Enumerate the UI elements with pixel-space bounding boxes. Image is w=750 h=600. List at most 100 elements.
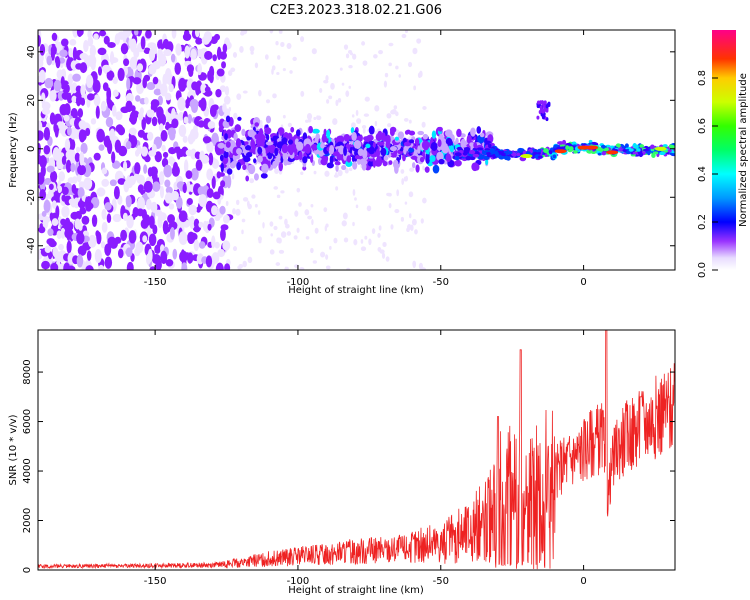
heatmap-cell — [106, 70, 115, 81]
heatmap-cell — [85, 74, 94, 89]
spectrogram-heatmap — [38, 30, 675, 270]
heatmap-cell — [421, 121, 426, 128]
heatmap-cell — [87, 234, 97, 248]
heatmap-cell — [411, 218, 417, 226]
heatmap-cell — [81, 215, 90, 225]
spectrogram-frame — [37, 29, 676, 271]
heatmap-cell — [98, 144, 105, 151]
heatmap-cell — [343, 133, 351, 142]
heatmap-cell — [218, 125, 224, 133]
heatmap-cell — [401, 178, 405, 186]
heatmap-cell — [649, 144, 655, 150]
heatmap-cell — [193, 239, 200, 252]
heatmap-cell — [75, 94, 81, 107]
heatmap-cell — [152, 181, 161, 192]
heatmap-cell — [206, 188, 214, 199]
heatmap-cell — [217, 249, 226, 258]
heatmap-cell — [298, 151, 303, 161]
x-tick-label: -100 — [287, 277, 310, 288]
heatmap-cell — [83, 40, 89, 52]
heatmap-cell — [90, 59, 96, 71]
heatmap-cell — [66, 240, 72, 254]
heatmap-cell — [550, 152, 558, 156]
heatmap-cell — [445, 153, 452, 163]
heatmap-cell — [192, 129, 199, 140]
heatmap-cell — [409, 167, 415, 172]
heatmap-cell — [107, 99, 113, 109]
heatmap-cell — [187, 113, 193, 124]
heatmap-cell — [190, 48, 197, 60]
heatmap-cell — [272, 160, 278, 169]
heatmap-cell — [326, 129, 331, 139]
heatmap-cell — [51, 218, 59, 227]
heatmap-cell — [463, 147, 471, 152]
heatmap-cell — [67, 265, 75, 270]
heatmap-cell — [388, 202, 392, 209]
heatmap-cell — [117, 248, 124, 259]
heatmap-cell — [346, 155, 352, 163]
heatmap-cell — [307, 215, 313, 220]
heatmap-cell — [357, 148, 364, 157]
heatmap-cell — [454, 159, 462, 167]
heatmap-cell — [177, 149, 185, 158]
heatmap-cell — [123, 58, 130, 67]
heatmap-cell — [117, 67, 125, 81]
heatmap-cell — [58, 57, 66, 64]
heatmap-cell — [164, 192, 173, 204]
heatmap-cell — [168, 203, 175, 210]
heatmap-cell — [296, 187, 301, 193]
heatmap-cell — [50, 45, 57, 56]
heatmap-cell — [441, 144, 450, 154]
heatmap-cell — [408, 148, 415, 153]
heatmap-cell — [64, 84, 70, 94]
heatmap-cell — [635, 144, 639, 149]
heatmap-cell — [126, 77, 131, 91]
heatmap-cell — [56, 69, 64, 80]
heatmap-cell — [294, 210, 299, 217]
heatmap-cell — [310, 204, 314, 208]
heatmap-cell — [87, 30, 92, 39]
heatmap-cell — [302, 156, 308, 164]
heatmap-cell — [541, 101, 545, 106]
heatmap-cell — [224, 263, 231, 270]
heatmap-cell — [65, 159, 72, 173]
heatmap-cell — [289, 70, 293, 74]
heatmap-cell — [194, 151, 201, 160]
heatmap-cell — [539, 105, 543, 110]
heatmap-cell — [548, 150, 553, 155]
heatmap-cell — [59, 49, 68, 58]
heatmap-cell — [44, 245, 52, 253]
heatmap-cell — [189, 232, 198, 242]
heatmap-cell — [422, 133, 429, 140]
heatmap-cell — [90, 118, 97, 125]
heatmap-cell — [187, 90, 196, 99]
heatmap-cell — [337, 98, 342, 103]
heatmap-cell — [77, 245, 87, 256]
heatmap-cell — [93, 94, 101, 107]
heatmap-cell — [250, 139, 256, 149]
y-tick-label: 20 — [26, 94, 37, 107]
heatmap-cell — [55, 205, 60, 219]
heatmap-cell — [314, 227, 319, 234]
heatmap-cell — [42, 216, 51, 224]
heatmap-cell — [476, 126, 482, 134]
heatmap-cell — [61, 205, 70, 218]
heatmap-cell — [146, 253, 151, 266]
heatmap-cell — [160, 244, 165, 253]
heatmap-cell — [552, 154, 557, 159]
heatmap-cell — [102, 82, 109, 92]
heatmap-cell — [182, 135, 188, 143]
heatmap-cell — [224, 88, 229, 95]
heatmap-cell — [647, 150, 651, 156]
x-tick-label: -50 — [433, 277, 449, 288]
heatmap-cell — [55, 57, 61, 69]
heatmap-cell — [86, 250, 92, 261]
heatmap-cell — [61, 186, 69, 196]
heatmap-cell — [371, 228, 376, 235]
heatmap-cell — [310, 247, 314, 254]
heatmap-cell — [225, 115, 231, 123]
heatmap-cell — [278, 215, 283, 220]
heatmap-cell — [431, 130, 437, 139]
heatmap-cell — [184, 45, 190, 59]
heatmap-cell — [109, 179, 117, 187]
